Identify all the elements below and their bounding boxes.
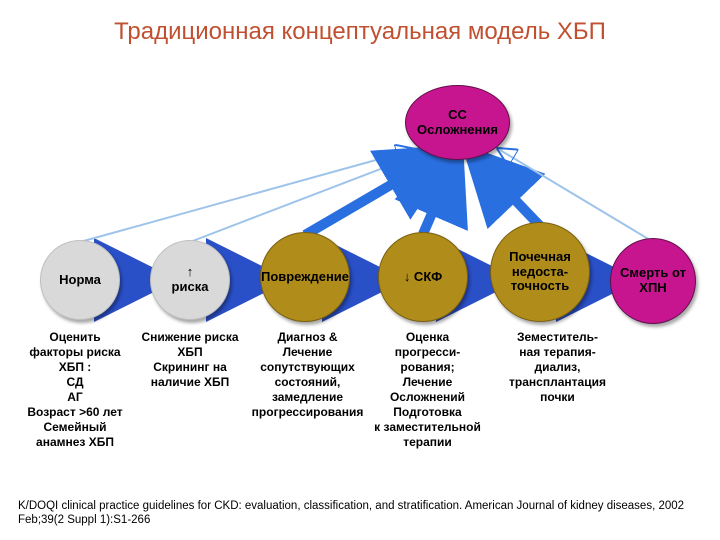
caption-3: Оценка прогресси- рования; Лечение Ослож… <box>365 330 490 450</box>
node-esrd: Почечная недоста-точность <box>490 222 590 322</box>
node-death: Смерть от ХПН <box>610 238 696 324</box>
caption-1: Снижение риска ХБП Скрининг на наличие Х… <box>130 330 250 390</box>
caption-2: Диагноз & Лечение сопутствующих состояни… <box>245 330 370 420</box>
node-complications: СС Осложнения <box>405 85 510 160</box>
node-risk: ↑ риска <box>150 240 230 320</box>
diagram-stage: СС Осложнения Норма ↑ риска Повреждение ↓ СК… <box>0 0 720 540</box>
caption-4: Земеcтитель- ная терапия- диализ, трансп… <box>495 330 620 405</box>
node-norma: Норма <box>40 240 120 320</box>
node-gfr: ↓ СКФ <box>378 232 468 322</box>
node-damage: Повреждение <box>260 232 350 322</box>
citation-text: K/DOQI clinical practice guidelines for … <box>18 500 702 528</box>
caption-0: Оценить факторы риска ХБП : СД АГ Возрас… <box>10 330 140 450</box>
